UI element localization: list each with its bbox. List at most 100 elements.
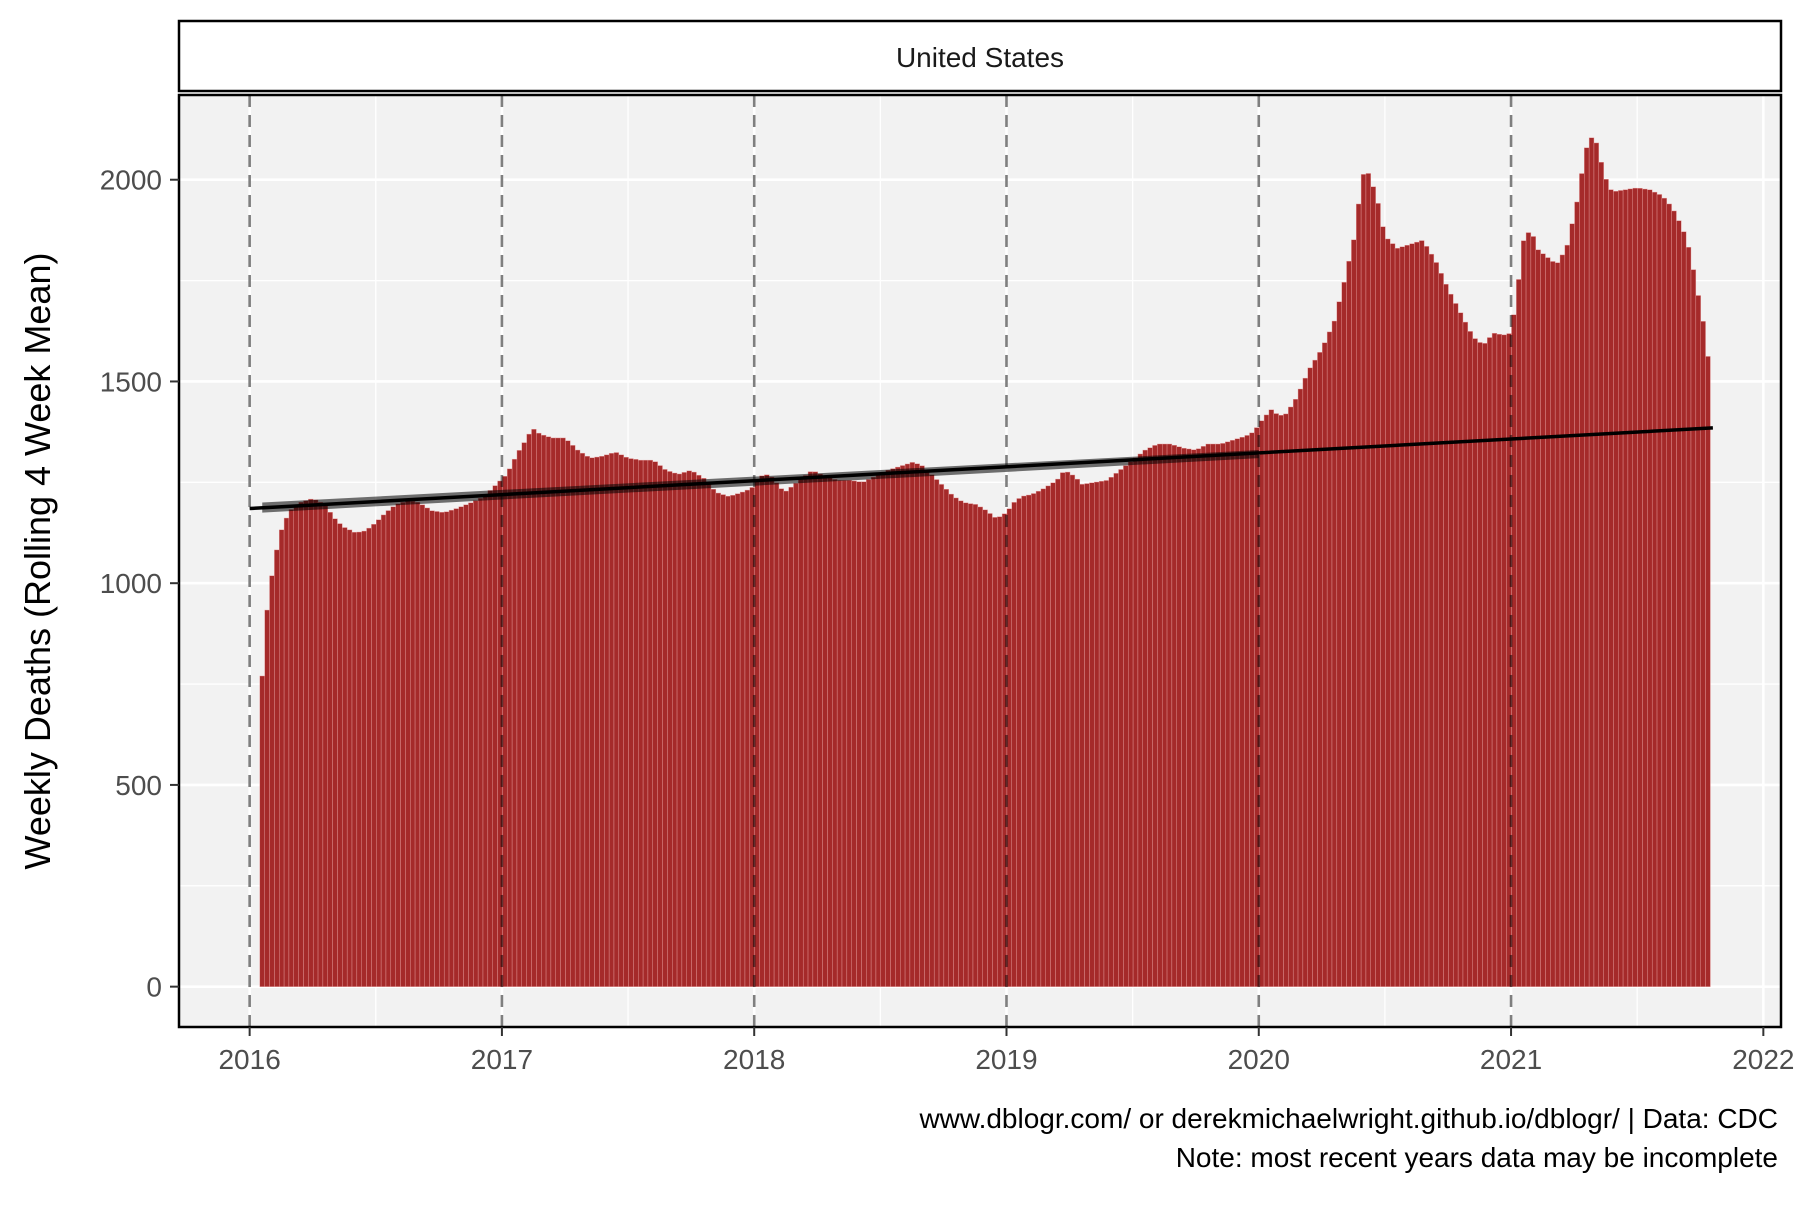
year-lines-layer	[248, 95, 1513, 1027]
weekly-bar	[448, 509, 455, 987]
weekly-bar	[1530, 236, 1536, 987]
weekly-bar	[574, 449, 581, 987]
weekly-bar	[948, 493, 954, 987]
weekly-bar	[1035, 490, 1042, 987]
weekly-bar	[1520, 240, 1527, 987]
weekly-bar	[1385, 238, 1391, 987]
weekly-bar	[953, 497, 959, 987]
weekly-bar	[1453, 303, 1459, 987]
weekly-bar	[783, 490, 789, 987]
weekly-bar	[1118, 469, 1124, 987]
weekly-bar	[1307, 367, 1313, 987]
weekly-bar	[1011, 502, 1017, 987]
weekly-bar	[1700, 321, 1706, 987]
weekly-bar	[1094, 481, 1100, 987]
weekly-bar	[1317, 352, 1323, 987]
weekly-bar	[545, 436, 552, 987]
weekly-bar	[1268, 409, 1274, 987]
weekly-bar	[1108, 477, 1114, 987]
weekly-bar	[1603, 179, 1609, 987]
weekly-bar	[507, 468, 513, 987]
weekly-bar	[1443, 284, 1449, 987]
weekly-bar	[521, 442, 527, 987]
weekly-bar	[1525, 232, 1532, 987]
weekly-bar	[1326, 331, 1333, 987]
weekly-bar	[410, 501, 416, 987]
weekly-bar	[1409, 243, 1415, 987]
weekly-bar	[1336, 301, 1342, 987]
weekly-bar	[346, 529, 353, 987]
weekly-bar	[264, 609, 270, 987]
weekly-bar	[681, 472, 687, 987]
weekly-bar	[555, 437, 561, 987]
weekly-bar	[924, 469, 930, 987]
weekly-bar	[1322, 342, 1328, 987]
weekly-bar	[1040, 488, 1046, 987]
weekly-bar	[1695, 295, 1701, 987]
weekly-bar	[1166, 443, 1173, 987]
weekly-bar	[308, 498, 314, 987]
weekly-bar	[725, 495, 731, 987]
weekly-bar	[1642, 188, 1648, 987]
weekly-bar	[992, 517, 998, 987]
weekly-bar	[686, 470, 692, 987]
weekly-bar	[628, 458, 634, 987]
weekly-bar	[1176, 446, 1182, 987]
weekly-bar	[1462, 321, 1469, 987]
weekly-bar	[1263, 414, 1270, 987]
y-axis: 0 500 1000 1500 2000	[100, 165, 179, 1003]
weekly-bar	[303, 500, 309, 987]
weekly-bar	[798, 479, 804, 987]
weekly-bar	[972, 504, 979, 987]
weekly-bar	[1540, 253, 1546, 987]
x-tick-label: 2019	[975, 1044, 1037, 1075]
weekly-bar	[419, 504, 425, 987]
weekly-bar	[1200, 446, 1207, 987]
weekly-bar	[1292, 399, 1299, 987]
weekly-bar	[1564, 244, 1570, 987]
weekly-bar	[832, 479, 838, 987]
weekly-bar	[1283, 413, 1289, 987]
weekly-bar	[1360, 174, 1367, 987]
weekly-bar	[1428, 253, 1435, 987]
weekly-bar	[1579, 173, 1585, 987]
weekly-bar	[298, 501, 304, 987]
x-tick-label: 2017	[471, 1044, 533, 1075]
weekly-bar	[744, 489, 751, 987]
weekly-bar	[536, 432, 542, 987]
weekly-bar	[618, 454, 624, 987]
x-axis: 2016 2017 2018 2019 2020 2021 2022	[218, 1027, 1794, 1075]
weekly-bar	[1060, 472, 1066, 987]
weekly-bar	[565, 440, 571, 987]
x-tick-label: 2016	[218, 1044, 280, 1075]
weekly-bar	[1055, 478, 1061, 987]
weekly-bar	[293, 505, 299, 987]
weekly-bar	[1569, 223, 1575, 987]
weekly-bar	[846, 480, 852, 987]
weekly-bar	[671, 472, 678, 987]
weekly-bar	[1181, 447, 1187, 987]
weekly-bar	[604, 454, 610, 987]
weekly-bar	[623, 456, 629, 987]
weekly-bar	[1491, 333, 1498, 987]
weekly-bar	[502, 476, 508, 987]
weekly-bar	[1356, 203, 1362, 987]
weekly-bar	[1161, 443, 1168, 987]
weekly-bar	[836, 480, 843, 987]
weekly-bar	[361, 530, 367, 987]
weekly-bar	[987, 513, 993, 987]
weekly-bar	[269, 575, 275, 987]
weekly-bar	[1448, 293, 1454, 987]
weekly-bar	[967, 503, 974, 987]
weekly-bar	[963, 502, 969, 987]
weekly-bar	[1249, 432, 1255, 987]
weekly-bar	[778, 488, 784, 987]
weekly-bar	[802, 475, 809, 987]
weekly-bar	[1487, 337, 1493, 987]
weekly-bar	[919, 465, 925, 987]
weekly-bar	[1414, 241, 1420, 987]
weekly-bar	[1399, 246, 1405, 987]
weekly-bar	[1375, 203, 1381, 987]
weekly-bar	[657, 465, 663, 987]
